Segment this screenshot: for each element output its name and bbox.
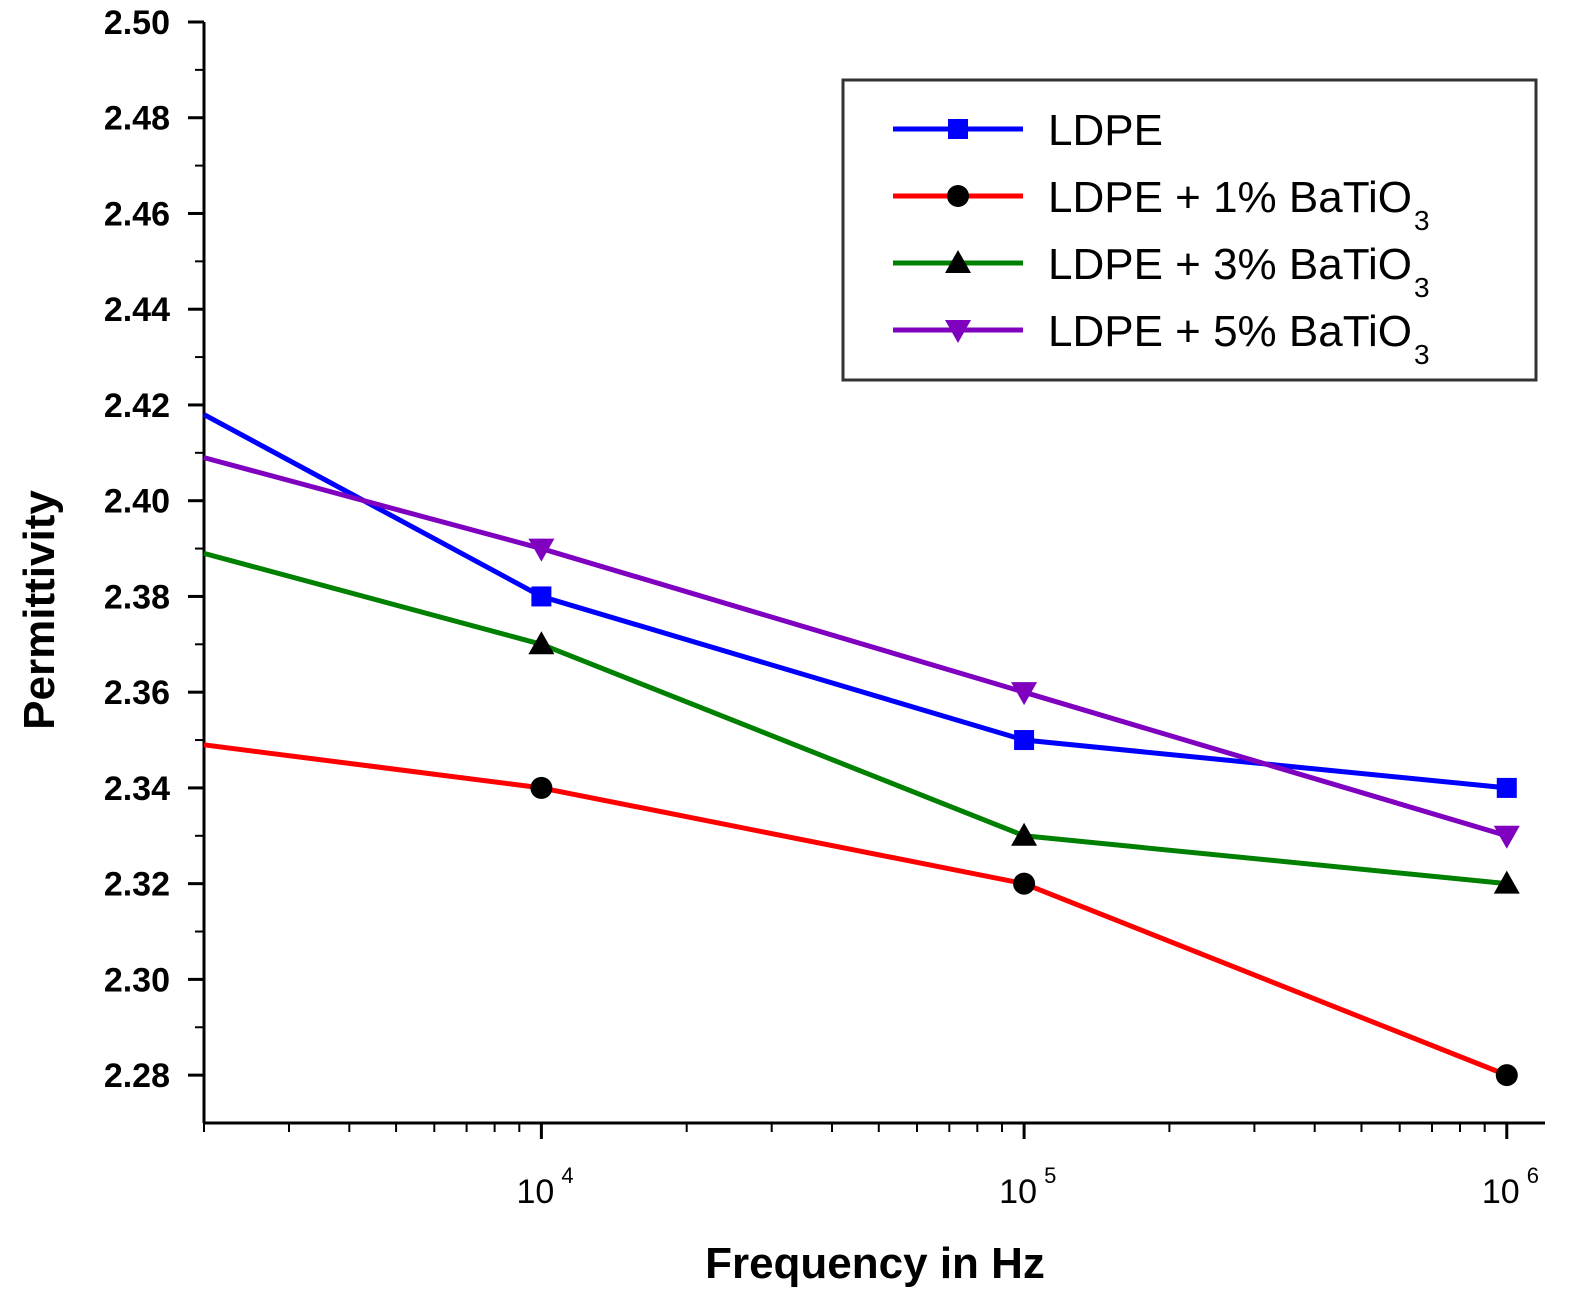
x-tick-label: 10 bbox=[999, 1173, 1037, 1211]
x-tick-exponent: 6 bbox=[1527, 1163, 1539, 1188]
y-tick-label: 2.32 bbox=[104, 866, 170, 904]
x-tick-label: 10 bbox=[1482, 1173, 1520, 1211]
data-point bbox=[1493, 870, 1520, 894]
series-layer bbox=[202, 412, 1520, 1087]
legend-label-subscript: 3 bbox=[1414, 272, 1430, 303]
x-axis-ticks: 10 4 10 5 10 6 bbox=[203, 1123, 1539, 1211]
legend-marker bbox=[948, 119, 968, 139]
legend-entry: LDPE + 1% BaTiO 3 bbox=[893, 173, 1430, 236]
x-axis-title: Frequency in Hz bbox=[705, 1239, 1045, 1288]
series-group bbox=[203, 455, 1520, 849]
data-point bbox=[528, 631, 555, 655]
data-point bbox=[1493, 825, 1520, 849]
data-point bbox=[528, 538, 555, 562]
legend-entry: LDPE + 3% BaTiO 3 bbox=[893, 240, 1430, 303]
legend-label-subscript: 3 bbox=[1414, 339, 1430, 370]
y-tick-label: 2.28 bbox=[104, 1057, 170, 1095]
data-point bbox=[531, 586, 552, 607]
series-line bbox=[203, 550, 1508, 887]
legend-marker bbox=[947, 185, 969, 207]
series-line bbox=[203, 742, 1508, 1078]
data-point bbox=[1496, 777, 1517, 798]
y-tick-label: 2.34 bbox=[104, 770, 170, 808]
data-point bbox=[1495, 1064, 1518, 1087]
y-tick-label: 2.38 bbox=[104, 578, 170, 616]
data-point bbox=[1014, 730, 1035, 751]
x-tick-label: 10 bbox=[516, 1173, 554, 1211]
axes bbox=[202, 22, 1545, 1125]
legend-entry: LDPE + 5% BaTiO 3 bbox=[893, 307, 1430, 370]
data-point bbox=[1011, 682, 1038, 706]
y-tick-label: 2.30 bbox=[104, 961, 170, 999]
legend-label: LDPE + 5% BaTiO bbox=[1048, 307, 1412, 356]
series-group bbox=[203, 550, 1520, 894]
series-group bbox=[203, 742, 1518, 1087]
series-line bbox=[202, 412, 1508, 791]
legend-label-subscript: 3 bbox=[1414, 205, 1430, 236]
series-line bbox=[203, 455, 1508, 839]
data-point bbox=[1011, 822, 1038, 846]
legend-marker bbox=[945, 250, 971, 273]
legend-label: LDPE bbox=[1048, 106, 1163, 155]
x-tick-exponent: 5 bbox=[1044, 1163, 1056, 1188]
y-axis-ticks: 2.28 2.30 2.32 2.34 2.36 2.38 2.40 2.42 2.44 2.46… bbox=[104, 4, 204, 1095]
data-point bbox=[1013, 872, 1036, 895]
y-axis-title: Permittivity bbox=[15, 490, 64, 730]
y-tick-label: 2.48 bbox=[104, 100, 170, 138]
y-tick-label: 2.46 bbox=[104, 195, 170, 233]
y-tick-label: 2.50 bbox=[104, 4, 170, 42]
y-tick-label: 2.40 bbox=[104, 483, 170, 521]
x-tick-exponent: 4 bbox=[561, 1163, 573, 1188]
y-tick-label: 2.44 bbox=[104, 291, 170, 329]
legend-label: LDPE + 3% BaTiO bbox=[1048, 240, 1412, 289]
legend-marker bbox=[945, 320, 971, 343]
legend-entry: LDPE bbox=[893, 106, 1163, 155]
legend-label: LDPE + 1% BaTiO bbox=[1048, 173, 1412, 222]
y-tick-label: 2.36 bbox=[104, 674, 170, 712]
data-point bbox=[530, 776, 553, 799]
y-tick-label: 2.42 bbox=[104, 387, 170, 425]
